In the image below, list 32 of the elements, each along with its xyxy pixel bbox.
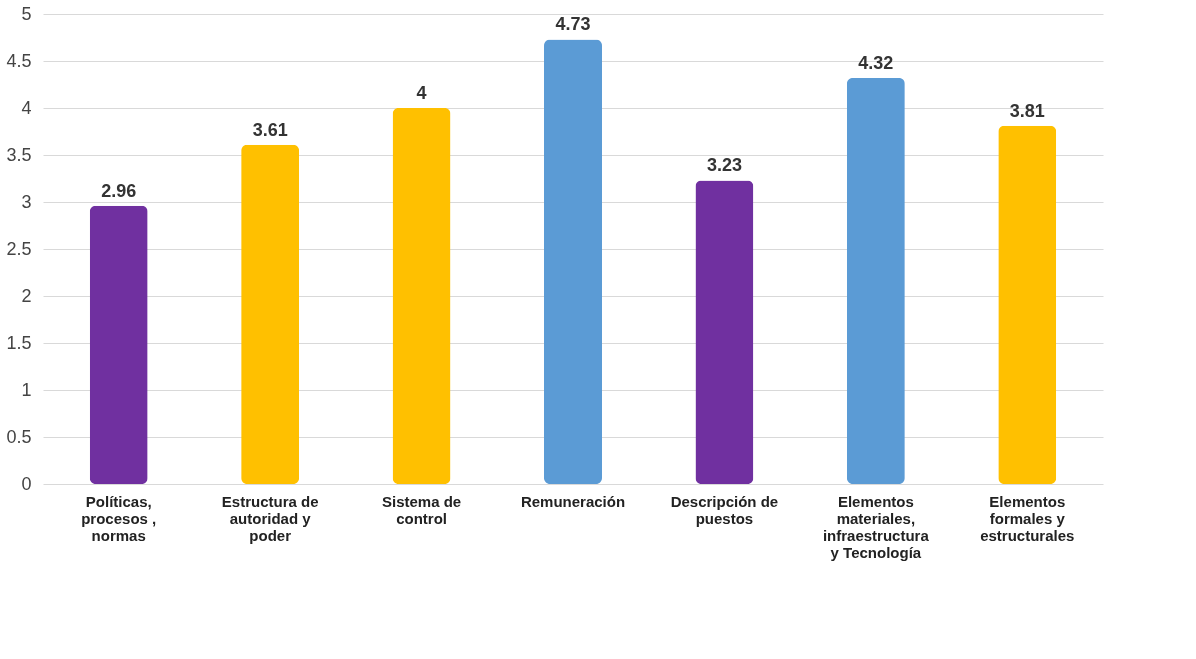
bar — [89, 205, 148, 484]
y-tick-label: 4.5 — [6, 50, 32, 71]
bar — [998, 125, 1057, 484]
data-label: 3.81 — [1009, 100, 1045, 121]
x-tick-label: Elementos formales y estructurales — [980, 492, 1075, 544]
data-label: 3.23 — [706, 155, 742, 176]
data-label: 4.32 — [858, 52, 894, 73]
x-tick-label: Estructura de autoridad y poder — [221, 492, 319, 544]
data-label: 4.73 — [555, 14, 591, 35]
x-tick-label: Sistema de control — [381, 492, 462, 527]
y-tick-label: 2.5 — [6, 238, 32, 259]
data-label: 2.96 — [101, 180, 137, 201]
y-tick-label: 3 — [21, 191, 32, 212]
y-tick-label: 0 — [21, 473, 32, 494]
bar — [544, 39, 602, 484]
x-tick-label: Políticas, procesos , normas — [81, 492, 157, 544]
bar — [392, 108, 451, 484]
y-tick-label: 4 — [21, 97, 32, 118]
bar — [241, 144, 300, 484]
y-tick-label: 1 — [21, 379, 32, 400]
y-tick-label: 5 — [21, 3, 32, 24]
y-tick-label: 0.5 — [6, 426, 32, 447]
data-label: 4 — [416, 83, 427, 103]
x-tick-label: Elementos materiales, infraestructura y Tecnología — [822, 492, 930, 561]
data-label: 3.61 — [252, 119, 288, 140]
y-tick-label: 3.5 — [6, 144, 32, 165]
bar — [695, 180, 754, 484]
y-tick-label: 2 — [21, 285, 32, 306]
x-tick-label: Remuneración — [520, 492, 626, 510]
y-tick-label: 1.5 — [6, 332, 32, 353]
bar — [846, 77, 905, 484]
x-tick-label: Descripción de puestos — [670, 492, 779, 527]
